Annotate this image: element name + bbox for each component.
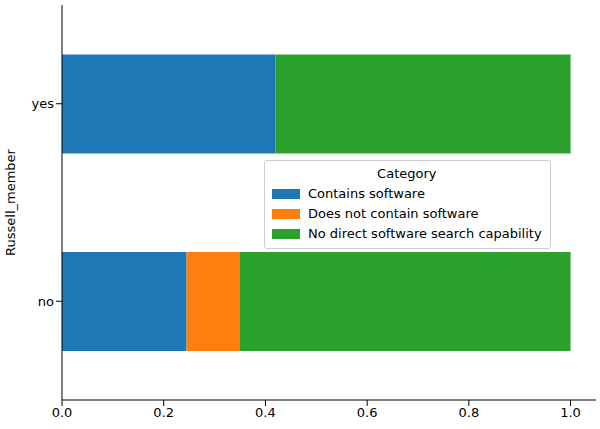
svg-text:1.0: 1.0 (560, 405, 581, 420)
svg-text:Russell_member: Russell_member (8, 148, 18, 256)
svg-text:yes: yes (32, 96, 55, 111)
html-text:No direct software search capa: No direct software search capability (308, 226, 542, 241)
svg-text:0.0: 0.0 (52, 405, 73, 420)
svg-text:0.6: 0.6 (357, 405, 378, 420)
svg-text:0.4: 0.4 (255, 405, 276, 420)
html-text:Contains software: Contains software (308, 186, 425, 201)
svg-text:0.2: 0.2 (153, 405, 174, 420)
html-text:Category: Category (377, 166, 437, 181)
html-text:Does not contain software: Does not contain software (308, 206, 479, 221)
svg-text:no: no (38, 294, 54, 309)
svg-text:0.8: 0.8 (459, 405, 480, 420)
